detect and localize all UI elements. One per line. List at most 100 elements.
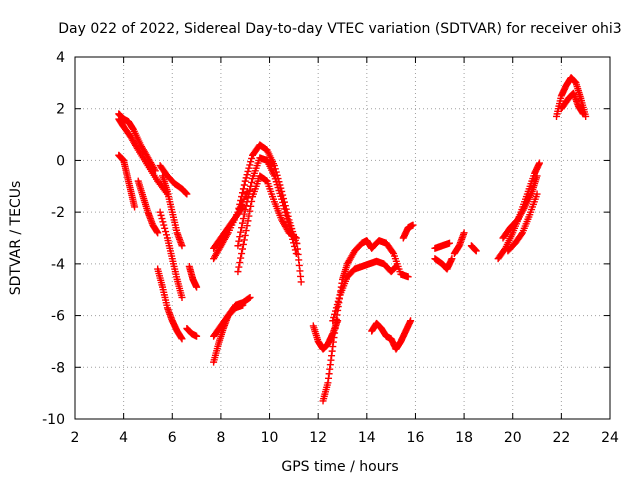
data-point [223, 230, 231, 238]
y-tick-label: -6 [51, 309, 65, 325]
data-point [236, 259, 244, 267]
y-tick-label: 0 [56, 153, 65, 169]
data-point [234, 208, 242, 216]
data-point [245, 164, 253, 172]
data-point [234, 242, 242, 250]
plot-frame [74, 56, 611, 420]
series-arc-4 [134, 177, 162, 237]
x-tick-label: 10 [261, 430, 279, 446]
data-point [334, 297, 342, 305]
data-point [409, 221, 417, 229]
data-point [407, 317, 415, 325]
x-tick-label: 4 [119, 430, 128, 446]
data-point [243, 171, 251, 179]
series-arc-28 [499, 172, 541, 242]
data-point [239, 215, 247, 223]
series-arc-12 [210, 301, 247, 340]
data-point [237, 197, 245, 205]
data-point [178, 242, 186, 250]
data-point [392, 262, 400, 270]
data-point [178, 293, 186, 301]
x-tick-label: 12 [309, 430, 327, 446]
series-arc-3 [115, 151, 139, 211]
series-arc-10 [183, 325, 201, 340]
data-point [278, 195, 286, 203]
data-point [241, 231, 249, 239]
data-point [247, 158, 255, 166]
data-point [448, 255, 456, 263]
x-tick-label: 20 [504, 430, 522, 446]
y-tick-label: -10 [42, 412, 65, 428]
data-point [247, 202, 255, 210]
data-point [235, 237, 243, 245]
y-tick-labels: -10 -8 -6 -4 -2 0 2 4 [42, 50, 65, 428]
data-point [240, 236, 248, 244]
data-point [248, 197, 256, 205]
series-arc-23 [431, 239, 453, 252]
data-point [246, 186, 254, 194]
data-point [239, 185, 247, 193]
data-point [246, 207, 254, 215]
series-arc-22 [399, 221, 417, 242]
data-point [282, 211, 290, 219]
y-tick-label: -2 [51, 205, 65, 221]
x-tick-label: 6 [168, 430, 177, 446]
data-point [234, 268, 242, 276]
data-point [236, 233, 244, 241]
chart-title: Day 022 of 2022, Sidereal Day-to-day VTE… [58, 21, 621, 37]
data-point [238, 193, 246, 201]
x-tick-label: 16 [407, 430, 425, 446]
data-point [446, 239, 453, 247]
series-arc-8 [154, 265, 186, 343]
series-arc-26 [467, 242, 480, 255]
series-arc-31 [557, 89, 587, 118]
data-point [159, 218, 167, 226]
data-point [579, 110, 587, 118]
data-point [460, 229, 468, 237]
data-point [280, 202, 288, 210]
data-point [237, 254, 245, 262]
series-arc-25 [450, 229, 468, 258]
data-points [115, 74, 590, 405]
data-point [246, 293, 254, 301]
data-point [240, 181, 248, 189]
data-point [162, 228, 170, 236]
data-point [193, 332, 201, 340]
y-axis-label: SDTVAR / TECUs [8, 181, 24, 296]
data-point [162, 231, 170, 239]
series-arc-18 [309, 317, 342, 353]
data-point [283, 215, 291, 223]
data-point [178, 335, 186, 343]
data-point [242, 174, 250, 182]
data-point [238, 250, 246, 258]
data-point [329, 317, 337, 325]
data-point [156, 208, 164, 216]
series-arc-6 [159, 172, 186, 250]
data-point [389, 248, 397, 256]
data-point [281, 208, 289, 216]
data-point [472, 247, 480, 255]
series-arc-17 [234, 172, 305, 286]
data-point [193, 283, 201, 291]
data-point [237, 228, 245, 236]
series-arc-29 [504, 190, 541, 255]
data-point [246, 161, 254, 169]
data-point [240, 210, 248, 218]
data-point [297, 278, 305, 286]
data-point [533, 172, 541, 180]
data-point [243, 222, 251, 230]
data-point [236, 200, 244, 208]
data-point [157, 211, 165, 219]
data-point [235, 204, 243, 212]
data-point [332, 307, 340, 315]
data-point [244, 217, 252, 225]
y-tick-label: -4 [51, 257, 65, 273]
data-point [404, 273, 412, 281]
x-tick-label: 2 [71, 430, 80, 446]
data-point [330, 314, 338, 322]
data-point [241, 177, 249, 185]
data-point [244, 194, 252, 202]
data-point [238, 245, 246, 253]
data-point [235, 263, 243, 271]
